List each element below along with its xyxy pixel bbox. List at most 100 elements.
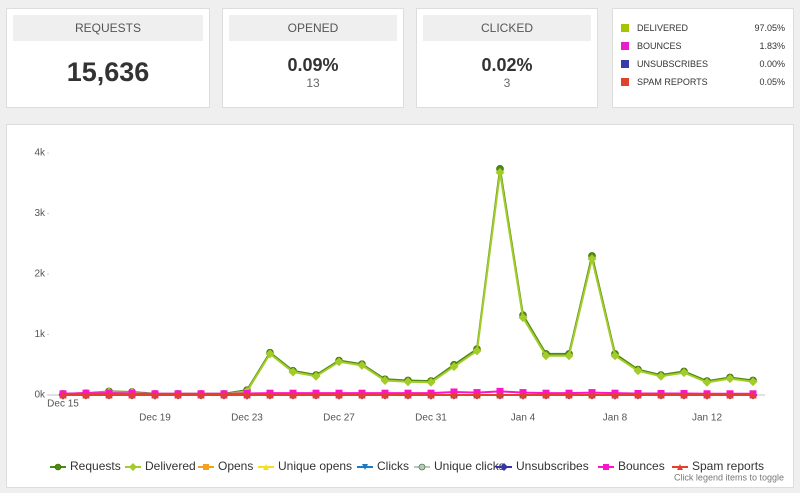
- point: [541, 351, 551, 361]
- stat-row: SPAM REPORTS 0.05%: [621, 73, 785, 91]
- point: [726, 391, 734, 399]
- point: [243, 391, 251, 399]
- legend-marker: [203, 464, 209, 470]
- point: [403, 377, 413, 387]
- point: [496, 391, 504, 399]
- x-tick-label: Jan 8: [603, 413, 628, 424]
- card-sub: 3: [503, 76, 511, 90]
- y-tick-label: 2k: [34, 269, 46, 280]
- point: [357, 360, 367, 370]
- point: [725, 374, 735, 384]
- point: [587, 254, 597, 264]
- point: [748, 377, 758, 387]
- point: [610, 351, 620, 361]
- point: [542, 391, 550, 399]
- point: [151, 391, 159, 399]
- stat-row: DELIVERED 97.05%: [621, 19, 785, 37]
- point: [105, 391, 113, 399]
- card-value: 0.09%: [287, 55, 339, 75]
- x-tick-label: Jan 12: [692, 413, 722, 424]
- x-tick-label: Dec 27: [323, 413, 355, 424]
- card-label: OPENED: [229, 15, 397, 41]
- series-line: [62, 172, 754, 396]
- stat-label: DELIVERED: [637, 23, 689, 33]
- legend-note: Click legend items to toggle: [674, 472, 784, 482]
- stat-value: 0.05%: [759, 77, 785, 87]
- legend-marker: [677, 464, 683, 470]
- card-value: 15,636: [66, 57, 150, 87]
- point: [289, 391, 297, 399]
- point: [265, 349, 275, 359]
- point: [59, 391, 67, 399]
- point: [311, 371, 321, 381]
- point: [358, 391, 366, 399]
- legend-marker: [263, 464, 269, 470]
- point: [703, 391, 711, 399]
- stats-box: DELIVERED 97.05% BOUNCES 1.83% UNSUBSCRIBES 0…: [612, 8, 794, 108]
- legend-marker: [362, 464, 368, 470]
- stat-label: UNSUBSCRIBES: [637, 59, 709, 69]
- point: [380, 375, 390, 385]
- point: [519, 391, 527, 399]
- point: [496, 387, 504, 395]
- stat-value: 1.83%: [759, 41, 785, 51]
- point: [288, 367, 298, 377]
- x-tick-label: Dec 31: [415, 413, 447, 424]
- point: [611, 391, 619, 399]
- card-label: REQUESTS: [13, 15, 203, 41]
- point: [656, 371, 666, 381]
- point: [749, 391, 757, 399]
- point: [518, 313, 528, 323]
- point: [335, 391, 343, 399]
- legend-label[interactable]: Delivered: [145, 459, 196, 473]
- y-tick-label: 4k: [34, 148, 46, 159]
- point: [565, 391, 573, 399]
- stat-swatch: [621, 42, 629, 50]
- legend-label[interactable]: Requests: [70, 459, 121, 473]
- x-tick-label: Jan 4: [511, 413, 536, 424]
- legend-label[interactable]: Opens: [218, 459, 253, 473]
- x-tick-label: Dec 15: [47, 399, 79, 410]
- stat-value: 0.00%: [759, 59, 785, 69]
- point: [473, 391, 481, 399]
- point: [427, 391, 435, 399]
- point: [495, 167, 505, 177]
- point: [381, 391, 389, 399]
- legend-label[interactable]: Clicks: [377, 459, 409, 473]
- point: [680, 391, 688, 399]
- legend-label[interactable]: Unique clicks: [434, 459, 505, 473]
- point: [450, 391, 458, 399]
- legend-marker: [603, 464, 609, 470]
- series-line: [62, 168, 754, 395]
- stat-swatch: [621, 24, 629, 32]
- legend-marker: [500, 463, 508, 471]
- stat-swatch: [621, 78, 629, 86]
- point: [588, 391, 596, 399]
- point: [312, 391, 320, 399]
- legend-label[interactable]: Unsubscribes: [516, 459, 589, 473]
- card-label: CLICKED: [423, 15, 591, 41]
- point: [657, 391, 665, 399]
- point: [633, 366, 643, 376]
- point: [702, 377, 712, 387]
- legend-label[interactable]: Unique opens: [278, 459, 352, 473]
- point: [128, 391, 136, 399]
- point: [449, 362, 459, 372]
- point: [266, 391, 274, 399]
- point: [472, 346, 482, 356]
- y-tick-label: 1k: [34, 329, 46, 340]
- legend-label[interactable]: Spam reports: [692, 459, 764, 473]
- stat-row: BOUNCES 1.83%: [621, 37, 785, 55]
- point: [174, 391, 182, 399]
- stat-label: BOUNCES: [637, 41, 682, 51]
- legend-marker: [129, 463, 137, 471]
- point: [426, 377, 436, 387]
- y-tick-label: 0k: [34, 390, 46, 401]
- legend-marker: [54, 463, 62, 471]
- card-value: 0.02%: [481, 55, 533, 75]
- stat-value: 97.05%: [754, 23, 785, 33]
- point: [197, 391, 205, 399]
- legend-label[interactable]: Bounces: [618, 459, 665, 473]
